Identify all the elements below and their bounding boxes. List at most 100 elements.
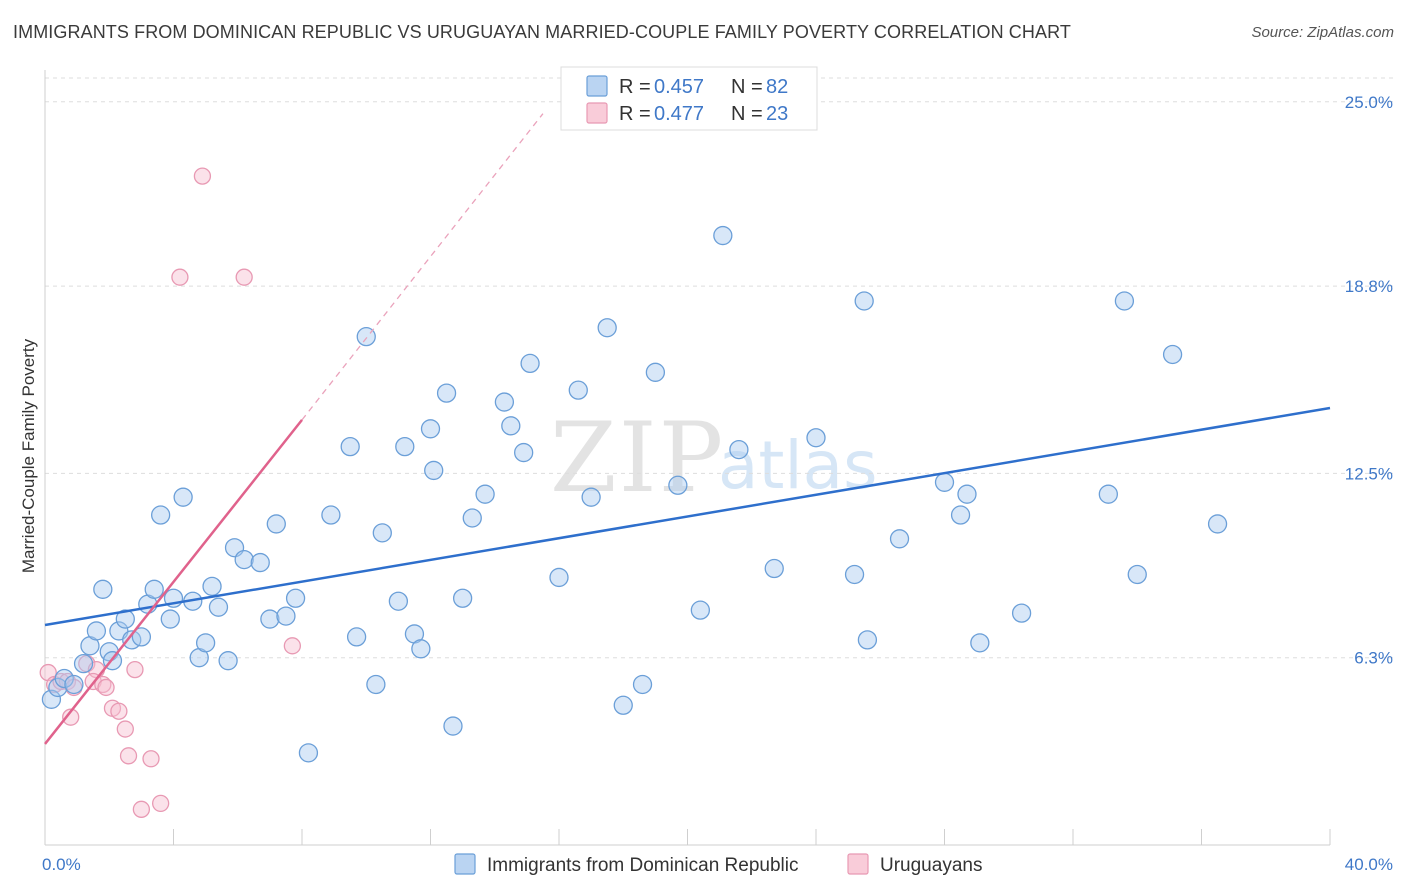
dominican-point-54[interactable] bbox=[520, 353, 540, 374]
legend-bottom-label-uruguayans[interactable]: Uruguayans bbox=[880, 855, 982, 876]
dominican-point-60[interactable] bbox=[632, 674, 653, 695]
dominican-point-34[interactable] bbox=[321, 505, 341, 525]
uruguayan-point-12[interactable] bbox=[110, 702, 128, 720]
uruguayan-point-3[interactable] bbox=[58, 672, 77, 691]
uruguayan-point-17[interactable] bbox=[142, 750, 160, 768]
y-tick-labels: 6.3% 12.5% 18.8% 25.0% bbox=[1345, 93, 1393, 668]
dominican-point-33[interactable] bbox=[298, 743, 319, 763]
dominican-point-65[interactable] bbox=[729, 439, 749, 460]
dominican-point-38[interactable] bbox=[366, 674, 386, 695]
legend-n-value-uruguayans: 23 bbox=[766, 103, 788, 125]
dominican-point-40[interactable] bbox=[388, 591, 409, 611]
uruguayan-point-9[interactable] bbox=[94, 675, 112, 694]
dominican-point-80[interactable] bbox=[1162, 344, 1183, 365]
dominican-point-11[interactable] bbox=[115, 609, 135, 629]
uruguayan-point-4[interactable] bbox=[62, 708, 80, 726]
uruguayan-point-10[interactable] bbox=[97, 678, 115, 697]
dominican-point-2[interactable] bbox=[54, 668, 74, 689]
uruguayan-point-14[interactable] bbox=[119, 747, 138, 765]
uruguayan-point-13[interactable] bbox=[116, 720, 134, 738]
uruguayan-point-15[interactable] bbox=[126, 660, 144, 679]
dominican-point-25[interactable] bbox=[218, 651, 238, 671]
dominican-point-46[interactable] bbox=[436, 383, 457, 403]
dominican-point-15[interactable] bbox=[144, 579, 164, 599]
dominican-point-71[interactable] bbox=[889, 529, 910, 549]
dominican-point-45[interactable] bbox=[424, 460, 444, 481]
y-tick-label-0: 6.3% bbox=[1354, 649, 1393, 668]
dominican-point-29[interactable] bbox=[260, 609, 280, 629]
uruguayan-point-19[interactable] bbox=[171, 268, 189, 286]
dominican-point-75[interactable] bbox=[970, 633, 990, 653]
dominican-point-19[interactable] bbox=[173, 487, 193, 507]
x-tick-label-0: 0.0% bbox=[42, 855, 81, 874]
dominican-point-39[interactable] bbox=[372, 523, 392, 543]
uruguayan-point-21[interactable] bbox=[235, 268, 253, 286]
dominican-point-30[interactable] bbox=[266, 514, 286, 534]
dominican-point-49[interactable] bbox=[462, 508, 482, 528]
dominican-point-76[interactable] bbox=[1011, 603, 1032, 623]
dominican-point-79[interactable] bbox=[1127, 564, 1147, 585]
dominican-point-3[interactable] bbox=[64, 674, 84, 695]
dominican-point-62[interactable] bbox=[668, 475, 688, 495]
legend-r-value-dominican: 0.457 bbox=[654, 76, 704, 98]
dominican-point-4[interactable] bbox=[73, 654, 94, 674]
uruguayan-point-16[interactable] bbox=[132, 800, 151, 818]
dominican-point-73[interactable] bbox=[950, 505, 971, 525]
legend-bottom-swatch-uruguayans[interactable] bbox=[847, 853, 869, 875]
dominican-point-47[interactable] bbox=[443, 716, 463, 736]
dominican-point-78[interactable] bbox=[1114, 291, 1135, 311]
dominican-point-17[interactable] bbox=[160, 609, 180, 629]
dominican-point-44[interactable] bbox=[420, 419, 441, 439]
legend-bottom-label-dominican[interactable]: Immigrants from Dominican Republic bbox=[487, 855, 799, 876]
legend-bottom-swatch-dominican[interactable] bbox=[454, 853, 476, 875]
dominican-point-70[interactable] bbox=[857, 630, 878, 650]
dominican-point-6[interactable] bbox=[86, 621, 107, 641]
dominican-point-48[interactable] bbox=[452, 588, 473, 608]
dominican-point-63[interactable] bbox=[690, 600, 710, 620]
dominican-point-51[interactable] bbox=[494, 392, 515, 412]
dominican-point-67[interactable] bbox=[806, 428, 826, 448]
dominican-point-57[interactable] bbox=[581, 487, 601, 507]
dominican-point-36[interactable] bbox=[346, 627, 367, 647]
dominican-point-64[interactable] bbox=[713, 225, 733, 246]
dominican-point-69[interactable] bbox=[854, 291, 874, 311]
dominican-point-56[interactable] bbox=[568, 380, 588, 400]
legend-top: R = 0.457 N = 82 R = 0.477 N = 23 bbox=[560, 66, 818, 131]
dominican-point-7[interactable] bbox=[93, 579, 113, 599]
uruguayan-point-22[interactable] bbox=[283, 637, 302, 655]
dominican-point-31[interactable] bbox=[276, 606, 296, 626]
dominican-point-41[interactable] bbox=[395, 436, 415, 457]
trendline-uruguayans bbox=[44, 419, 303, 745]
uruguayan-point-18[interactable] bbox=[151, 794, 170, 813]
dominican-point-58[interactable] bbox=[597, 318, 617, 338]
dominican-point-22[interactable] bbox=[195, 633, 216, 653]
dominican-point-28[interactable] bbox=[250, 552, 270, 573]
dominican-point-81[interactable] bbox=[1207, 514, 1228, 534]
dominican-point-74[interactable] bbox=[957, 484, 977, 504]
dominican-point-35[interactable] bbox=[340, 436, 360, 457]
dominican-point-27[interactable] bbox=[234, 549, 254, 570]
series-dominican-points bbox=[41, 225, 1228, 763]
dominican-point-13[interactable] bbox=[131, 627, 152, 647]
dominican-point-72[interactable] bbox=[934, 472, 955, 492]
legend-r-label-uruguayans: R = bbox=[619, 103, 651, 125]
dominican-point-24[interactable] bbox=[208, 597, 229, 617]
dominican-point-52[interactable] bbox=[501, 416, 521, 436]
legend-swatch-dominican bbox=[586, 75, 608, 97]
dominican-point-16[interactable] bbox=[150, 505, 171, 525]
uruguayan-point-20[interactable] bbox=[193, 167, 212, 185]
dominican-point-53[interactable] bbox=[514, 442, 534, 463]
dominican-point-50[interactable] bbox=[475, 484, 495, 504]
dominican-point-66[interactable] bbox=[764, 558, 784, 579]
dominican-point-43[interactable] bbox=[411, 639, 431, 659]
gridlines bbox=[45, 77, 1395, 659]
dominican-point-23[interactable] bbox=[202, 576, 222, 597]
dominican-point-0[interactable] bbox=[41, 689, 62, 709]
dominican-point-55[interactable] bbox=[549, 567, 569, 588]
dominican-point-61[interactable] bbox=[645, 362, 666, 382]
dominican-point-59[interactable] bbox=[613, 695, 633, 715]
dominican-point-32[interactable] bbox=[285, 588, 306, 608]
dominican-point-77[interactable] bbox=[1098, 484, 1118, 504]
dominican-point-68[interactable] bbox=[844, 564, 865, 585]
